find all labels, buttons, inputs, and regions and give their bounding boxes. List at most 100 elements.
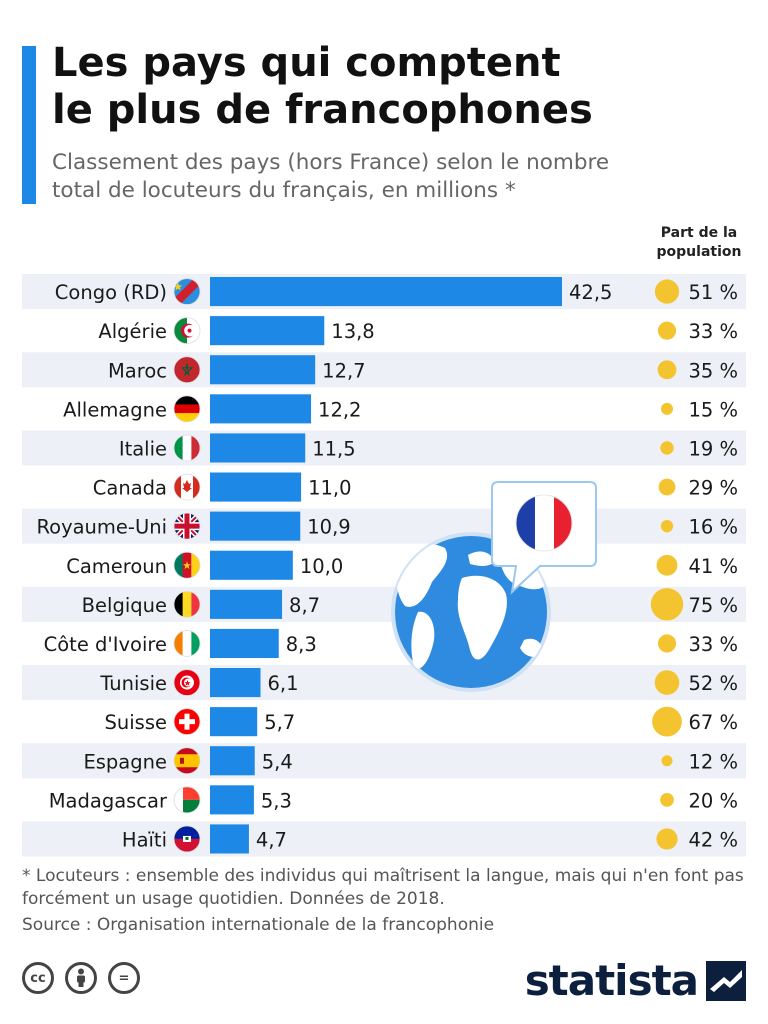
population-share-label: 15 % xyxy=(688,398,738,421)
by-icon[interactable] xyxy=(65,962,97,994)
flag-cd-icon xyxy=(173,278,201,305)
population-share-labels: 51 % 33 % 35 % 15 % 19 % 29 % 16 % 41 % 75 % 33 %… xyxy=(688,281,738,851)
bar xyxy=(210,511,301,541)
value-label: 12,2 xyxy=(318,398,361,421)
flag-it-icon xyxy=(173,434,201,462)
flag-cm-icon xyxy=(173,551,201,579)
person-icon xyxy=(77,968,85,987)
brand-name: statista xyxy=(524,956,699,1005)
row-band xyxy=(22,821,746,857)
country-label: Italie xyxy=(119,437,167,460)
bar xyxy=(210,433,306,463)
flag-mg-icon xyxy=(173,786,201,814)
row-band xyxy=(22,743,746,779)
country-label: Canada xyxy=(93,477,167,500)
value-labels: 42,5 13,8 12,7 12,2 11,5 11,0 10,9 10,0 8,7 8,3 6,… xyxy=(256,281,612,851)
value-label: 4,7 xyxy=(256,828,287,851)
population-share-label: 41 % xyxy=(688,555,738,578)
row-band xyxy=(22,352,746,388)
row-band xyxy=(22,508,746,544)
population-share-label: 29 % xyxy=(688,477,738,500)
population-bubble xyxy=(654,279,680,304)
population-bubble xyxy=(657,360,677,380)
country-label: Espagne xyxy=(83,750,167,773)
population-share-label: 33 % xyxy=(688,320,738,343)
population-bubble xyxy=(654,670,680,695)
population-share-label: 12 % xyxy=(688,750,738,773)
flag-tn-icon xyxy=(173,669,201,696)
country-label: Belgique xyxy=(82,594,167,617)
flag-de-icon xyxy=(173,395,201,423)
value-label: 12,7 xyxy=(322,359,365,382)
value-label: 11,5 xyxy=(312,437,355,460)
bar xyxy=(210,277,562,307)
nd-icon-text: = xyxy=(118,970,130,986)
value-label: 6,1 xyxy=(268,672,299,695)
population-bubble xyxy=(652,706,682,737)
population-bubble xyxy=(650,588,684,621)
value-label: 10,9 xyxy=(307,516,350,539)
population-share-label: 35 % xyxy=(688,359,738,382)
source-note: Source : Organisation internationale de … xyxy=(22,915,495,935)
population-share-label: 33 % xyxy=(688,633,738,656)
population-bubble xyxy=(656,828,678,850)
row-band xyxy=(22,665,746,701)
population-share-label: 67 % xyxy=(688,711,738,734)
value-label: 8,7 xyxy=(289,594,320,617)
bars xyxy=(210,277,562,854)
cc-icon-text: cc xyxy=(30,970,46,986)
population-bubble xyxy=(660,402,674,415)
population-bubble xyxy=(660,519,674,533)
bar xyxy=(210,707,258,737)
population-bubble xyxy=(660,441,674,455)
country-label: Allemagne xyxy=(63,398,167,421)
value-label: 5,7 xyxy=(264,711,295,734)
cc-icon[interactable]: cc xyxy=(22,962,54,994)
country-label: Madagascar xyxy=(49,789,168,812)
row-band xyxy=(22,430,746,466)
bar xyxy=(210,668,261,698)
license-icons: cc = xyxy=(22,962,140,994)
bar xyxy=(210,355,316,385)
bar xyxy=(210,824,249,854)
country-label: Congo (RD) xyxy=(55,281,167,304)
globe-illustration xyxy=(391,532,551,692)
bar xyxy=(210,316,325,346)
flag-ht-icon xyxy=(173,825,201,853)
country-label: Suisse xyxy=(105,711,167,734)
value-label: 10,0 xyxy=(300,555,343,578)
flags xyxy=(173,278,201,853)
country-label: Algérie xyxy=(98,320,167,343)
population-share-label: 51 % xyxy=(688,281,738,304)
population-bubble xyxy=(661,755,673,767)
bar xyxy=(210,472,302,502)
statista-logo[interactable]: statista xyxy=(525,956,746,1005)
chart-title: Les pays qui comptent le plus de francop… xyxy=(52,40,593,133)
country-label: Tunisie xyxy=(99,672,167,695)
statista-logo-icon xyxy=(706,960,746,1001)
country-label: Maroc xyxy=(108,359,167,382)
bar xyxy=(210,394,312,424)
country-labels: Congo (RD) Algérie Maroc Allemagne Italie Can… xyxy=(36,281,168,851)
flag-ch-icon xyxy=(173,708,201,736)
population-bubble xyxy=(658,478,676,496)
row-bands xyxy=(22,274,746,857)
value-label: 11,0 xyxy=(308,477,351,500)
bar-chart: Congo (RD) Algérie Maroc Allemagne Italie Can… xyxy=(22,274,746,857)
population-bubble xyxy=(660,792,674,807)
bar xyxy=(210,785,254,815)
country-label: Côte d'Ivoire xyxy=(44,633,167,656)
value-label: 5,4 xyxy=(262,750,293,773)
flag-fr-icon xyxy=(516,495,572,551)
flag-ca-icon xyxy=(173,473,201,501)
flag-ma-icon xyxy=(173,356,201,384)
population-share-label: 42 % xyxy=(688,828,738,851)
country-label: Haïti xyxy=(122,828,167,851)
country-label: Royaume-Uni xyxy=(36,516,167,539)
accent-bar xyxy=(22,46,36,204)
chart-subtitle: Classement des pays (hors France) selon … xyxy=(52,150,610,203)
nd-icon[interactable]: = xyxy=(108,962,140,994)
population-share-label: 52 % xyxy=(688,672,738,695)
bar xyxy=(210,589,283,619)
flag-gb-icon xyxy=(173,512,201,540)
